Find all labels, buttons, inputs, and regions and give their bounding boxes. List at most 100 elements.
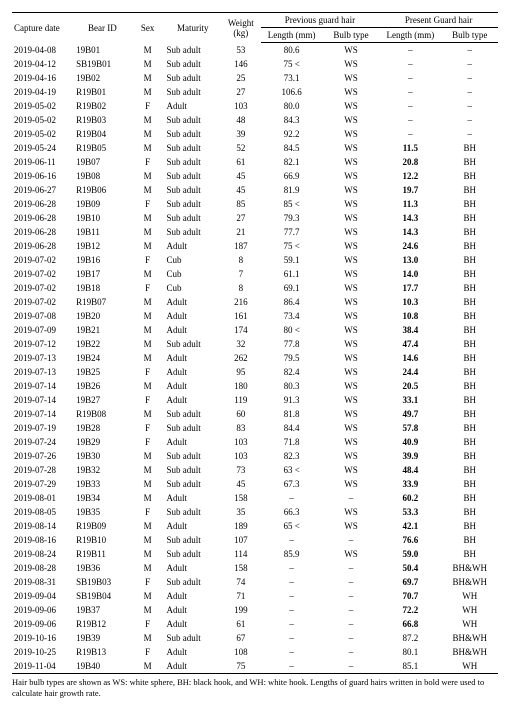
table-cell: BH [441,337,498,351]
table-cell: BH [441,435,498,449]
table-row: 2019-07-2419B29FAdult10371.8WS40.9BH [12,435,498,449]
th-prev-group: Previous guard hair [261,13,380,28]
table-cell: 19B40 [74,659,131,674]
table-cell: 114 [221,547,261,561]
th-weight: Weight (kg) [221,13,261,43]
table-cell: F [131,393,165,407]
table-cell: WS [323,463,380,477]
table-cell: M [131,463,165,477]
table-cell: 63 < [261,463,323,477]
table-cell: Sub adult [165,183,222,197]
table-row: 2019-07-0219B17MCub761.1WS14.0BH [12,267,498,281]
table-cell: BH&WH [441,575,498,589]
table-cell: SB19B03 [74,575,131,589]
table-cell: WS [323,379,380,393]
table-cell: 180 [221,379,261,393]
table-cell: 52 [221,141,261,155]
table-cell: 24.6 [379,239,441,253]
table-cell: Cub [165,281,222,295]
table-row: 2019-07-02R19B07MAdult21686.4WS10.3BH [12,295,498,309]
table-cell: 19B12 [74,239,131,253]
table-cell: Sub adult [165,113,222,127]
table-cell: 146 [221,57,261,71]
table-cell: 27 [221,85,261,99]
table-cell: WS [323,155,380,169]
table-cell: 14.3 [379,225,441,239]
table-cell: 71.8 [261,435,323,449]
table-row: 2019-07-2919B33MSub adult4567.3WS33.9BH [12,477,498,491]
table-cell: Adult [165,295,222,309]
table-cell: 2019-07-14 [12,393,74,407]
th-maturity: Maturity [165,13,222,43]
table-cell: 2019-05-02 [12,99,74,113]
table-cell: – [441,71,498,85]
table-cell: – [379,71,441,85]
table-cell: – [323,659,380,674]
table-row: 2019-07-1319B25FAdult9582.4WS24.4BH [12,365,498,379]
table-cell: 49.7 [379,407,441,421]
th-prev-length: Length (mm) [261,28,323,43]
table-cell: WS [323,99,380,113]
table-cell: 73 [221,463,261,477]
table-cell: 25 [221,71,261,85]
table-cell: M [131,183,165,197]
table-cell: R19B10 [74,533,131,547]
table-cell: Sub adult [165,533,222,547]
table-cell: 2019-08-14 [12,519,74,533]
table-row: 2019-06-2819B11MSub adult2177.7WS14.3BH [12,225,498,239]
table-cell: 71 [221,589,261,603]
table-cell: 17.7 [379,281,441,295]
table-cell: 53.3 [379,505,441,519]
table-cell: 85.1 [379,659,441,674]
table-cell: Sub adult [165,463,222,477]
table-cell: – [441,85,498,99]
table-cell: 14.0 [379,267,441,281]
table-cell: M [131,43,165,58]
table-cell: 19B17 [74,267,131,281]
table-cell: BH [441,351,498,365]
table-cell: 47.4 [379,337,441,351]
table-row: 2019-09-04SB19B04MAdult71––70.7WH [12,589,498,603]
table-cell: R19B09 [74,519,131,533]
table-cell: 14.6 [379,351,441,365]
table-cell: M [131,491,165,505]
table-cell: 20.8 [379,155,441,169]
table-cell: BH [441,309,498,323]
table-cell: 19B26 [74,379,131,393]
table-cell: 2019-07-08 [12,309,74,323]
table-cell: WS [323,211,380,225]
table-cell: WH [441,603,498,617]
table-cell: WS [323,169,380,183]
table-cell: Sub adult [165,631,222,645]
table-cell: M [131,57,165,71]
table-cell: BH [441,267,498,281]
table-cell: 83 [221,421,261,435]
table-cell: M [131,533,165,547]
table-cell: 19B08 [74,169,131,183]
hair-data-table: Capture date Bear ID Sex Maturity Weight… [12,12,498,674]
table-cell: 2019-07-14 [12,407,74,421]
table-cell: 2019-11-04 [12,659,74,674]
table-cell: – [323,631,380,645]
table-cell: Adult [165,323,222,337]
table-cell: 81.8 [261,407,323,421]
table-cell: 11.5 [379,141,441,155]
table-cell: 19B01 [74,43,131,58]
table-cell: 82.1 [261,155,323,169]
table-cell: Adult [165,379,222,393]
table-cell: WS [323,43,380,58]
table-cell: 84.3 [261,113,323,127]
table-cell: Sub adult [165,547,222,561]
table-body: 2019-04-0819B01MSub adult5380.6WS––2019-… [12,43,498,674]
table-cell: BH&WH [441,631,498,645]
table-cell: Adult [165,435,222,449]
table-cell: M [131,295,165,309]
table-cell: 2019-08-24 [12,547,74,561]
table-cell: 19B02 [74,71,131,85]
table-cell: – [379,85,441,99]
table-cell: Sub adult [165,57,222,71]
table-cell: 19B28 [74,421,131,435]
table-cell: 24.4 [379,365,441,379]
table-cell: M [131,127,165,141]
table-cell: Adult [165,393,222,407]
